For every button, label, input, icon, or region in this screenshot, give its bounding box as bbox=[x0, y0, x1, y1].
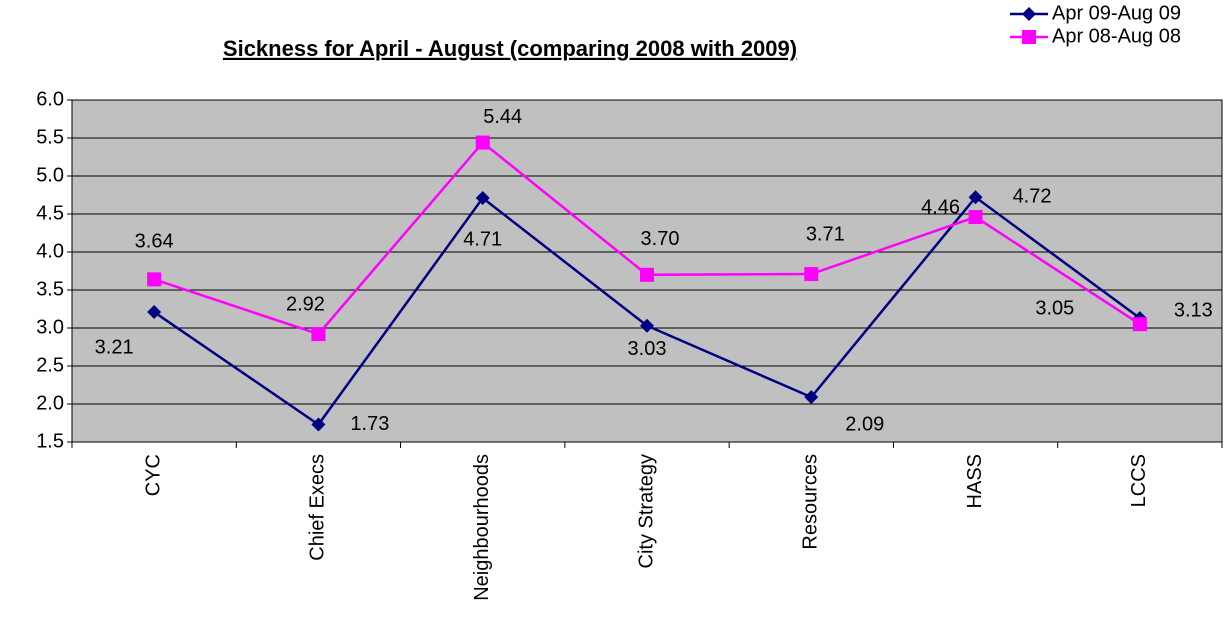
data-label: 3.70 bbox=[641, 228, 680, 250]
chart-title: Sickness for April - August (comparing 2… bbox=[223, 36, 797, 61]
data-label: 4.72 bbox=[1013, 186, 1052, 208]
y-tick-label: 1.5 bbox=[36, 430, 64, 452]
data-point bbox=[1022, 7, 1036, 21]
y-tick-label: 5.5 bbox=[36, 126, 64, 148]
x-tick-label: Chief Execs bbox=[307, 454, 329, 561]
data-label: 3.64 bbox=[135, 231, 174, 253]
x-tick-label: Neighbourhoods bbox=[471, 454, 493, 601]
y-tick-label: 3.0 bbox=[36, 316, 64, 338]
y-tick-label: 5.0 bbox=[36, 164, 64, 186]
x-tick-label: City Strategy bbox=[635, 454, 657, 568]
data-label: 3.03 bbox=[628, 338, 667, 360]
data-label: 3.21 bbox=[95, 336, 134, 358]
x-tick-label: CYC bbox=[142, 454, 164, 496]
x-tick-label: HASS bbox=[964, 454, 986, 508]
data-point bbox=[1132, 317, 1147, 332]
data-point bbox=[311, 417, 326, 432]
data-label: 3.71 bbox=[806, 223, 845, 245]
data-point bbox=[475, 191, 490, 206]
data-label: 4.46 bbox=[921, 196, 960, 218]
y-tick-label: 2.5 bbox=[36, 354, 64, 376]
legend-label: Apr 09-Aug 09 bbox=[1052, 2, 1181, 24]
data-point bbox=[1022, 30, 1036, 44]
x-tick-label: Resources bbox=[800, 454, 822, 550]
data-point bbox=[640, 267, 654, 282]
y-tick-label: 3.5 bbox=[36, 278, 64, 300]
data-label: 2.09 bbox=[845, 413, 884, 435]
data-label: 2.92 bbox=[286, 293, 325, 315]
y-tick-label: 6.0 bbox=[36, 88, 64, 110]
data-point bbox=[475, 135, 490, 150]
data-point bbox=[311, 327, 326, 342]
data-point bbox=[804, 390, 819, 405]
data-point bbox=[147, 305, 162, 320]
data-label: 3.05 bbox=[1035, 297, 1074, 319]
y-tick-label: 2.0 bbox=[36, 392, 64, 414]
data-label: 5.44 bbox=[483, 106, 522, 128]
data-point bbox=[147, 272, 162, 287]
data-point bbox=[968, 210, 983, 225]
y-tick-label: 4.0 bbox=[36, 240, 64, 262]
data-label: 4.71 bbox=[463, 228, 502, 250]
data-point bbox=[968, 190, 983, 205]
data-point bbox=[804, 267, 819, 282]
x-tick-label: LCCS bbox=[1128, 454, 1150, 507]
data-label: 3.13 bbox=[1174, 299, 1213, 321]
data-label: 1.73 bbox=[350, 413, 389, 435]
data-point bbox=[640, 318, 654, 333]
y-tick-label: 4.5 bbox=[36, 202, 64, 224]
legend-label: Apr 08-Aug 08 bbox=[1052, 25, 1181, 47]
